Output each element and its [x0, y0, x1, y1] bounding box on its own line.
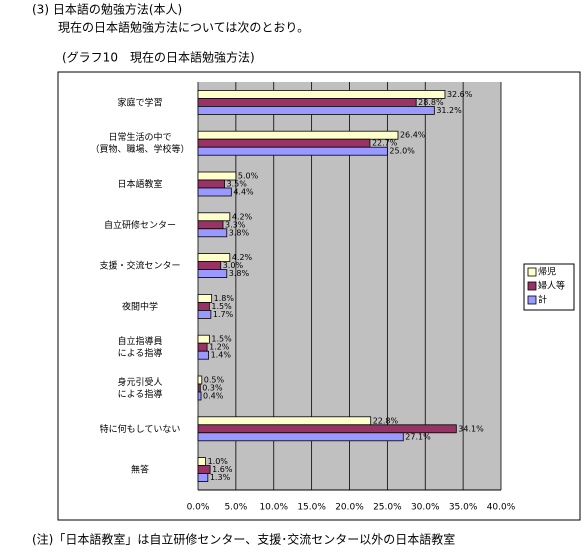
bar [197, 334, 210, 344]
bar [197, 269, 228, 279]
value-label: 1.6% [212, 465, 233, 474]
value-label: 3.8% [229, 269, 250, 278]
value-label: 22.7% [372, 139, 398, 148]
value-label: 4.4% [233, 188, 254, 197]
value-label: 1.5% [211, 335, 232, 344]
x-tick-label: 35.0% [449, 503, 478, 513]
bar [197, 130, 399, 140]
category-label: 夜間中学 [122, 300, 158, 312]
value-label: 0.4% [203, 392, 224, 401]
x-tick-label: 20.0% [335, 503, 364, 513]
bar [197, 350, 210, 360]
category-label: 日本語教室 [117, 178, 162, 190]
value-label: 4.2% [232, 253, 253, 262]
section-title: (3) 日本語の勉強方法(本人) [32, 2, 182, 17]
category-label: 日常生活の中で（買物、職場、学校等） [90, 131, 189, 155]
value-label: 34.1% [458, 424, 484, 433]
category-label: 無答 [131, 463, 149, 475]
bar [197, 465, 211, 475]
bar [197, 106, 435, 115]
value-label: 3.0% [223, 261, 244, 270]
value-label: 3.3% [225, 220, 246, 229]
bar [197, 432, 404, 442]
value-label: 31.2% [436, 106, 462, 115]
x-tick-label: 40.0% [487, 503, 516, 513]
x-tick-label: 15.0% [297, 503, 326, 513]
legend-label: 婦人等 [538, 280, 565, 292]
value-label: 26.4% [400, 131, 426, 140]
x-tick-label: 25.0% [373, 503, 402, 513]
bar [197, 179, 225, 189]
bar [197, 457, 206, 467]
category-label: 身元引受人による指導 [117, 376, 162, 400]
value-label: 1.3% [210, 473, 231, 482]
bar [197, 309, 212, 319]
value-label: 1.4% [211, 351, 232, 360]
bar [197, 138, 371, 148]
legend-swatch [527, 267, 537, 277]
category-label: 自立指導員による指導 [117, 335, 162, 359]
category-label: 自立研修センター [104, 218, 176, 230]
bar [197, 228, 228, 238]
value-label: 1.0% [208, 457, 229, 466]
value-label: 1.8% [214, 294, 235, 303]
category-label: 特に何もしていない [100, 422, 181, 434]
bar [197, 383, 201, 393]
legend-swatch [527, 281, 537, 291]
value-label: 1.2% [209, 343, 230, 352]
category-label: 支援・交流センター [99, 259, 180, 271]
value-label: 1.7% [213, 310, 234, 319]
value-label: 22.8% [373, 416, 399, 425]
bar [197, 391, 202, 401]
value-label: 0.3% [202, 384, 223, 393]
value-label: 28.8% [418, 98, 444, 107]
legend-swatch [527, 295, 537, 305]
legend-label: 帰児 [538, 266, 556, 278]
value-label: 25.0% [389, 147, 415, 156]
bar [197, 146, 388, 156]
value-label: 3.8% [229, 228, 250, 237]
bar [197, 342, 208, 352]
value-label: 27.1% [405, 432, 431, 441]
category-label: 家庭で学習 [117, 96, 162, 108]
bar [197, 187, 232, 197]
x-tick-label: 5.0% [224, 503, 247, 513]
chart-caption: (グラフ10 現在の日本語勉強方法) [62, 50, 255, 65]
lead-text: 現在の日本語勉強方法については次のとおり。 [58, 20, 309, 35]
bar [197, 220, 224, 230]
bar [197, 301, 210, 311]
x-tick-label: 0.0% [187, 503, 210, 513]
bar [197, 98, 417, 107]
value-label: 4.2% [232, 212, 253, 221]
bar [197, 416, 372, 426]
value-label: 5.0% [238, 172, 259, 181]
value-label: 32.6% [447, 90, 473, 99]
bar [197, 261, 222, 271]
bar [197, 293, 213, 303]
x-tick-label: 30.0% [411, 503, 440, 513]
bar [197, 90, 446, 99]
value-label: 1.5% [211, 302, 232, 311]
x-tick-label: 10.0% [259, 503, 288, 513]
legend-label: 計 [538, 294, 547, 306]
value-label: 0.5% [204, 376, 225, 385]
bar [197, 375, 203, 385]
value-label: 3.5% [227, 180, 248, 189]
footnote: (注)「日本語教室」は自立研修センター、支援･交流センター以外の日本語教室 [32, 532, 455, 547]
bar [197, 473, 209, 483]
